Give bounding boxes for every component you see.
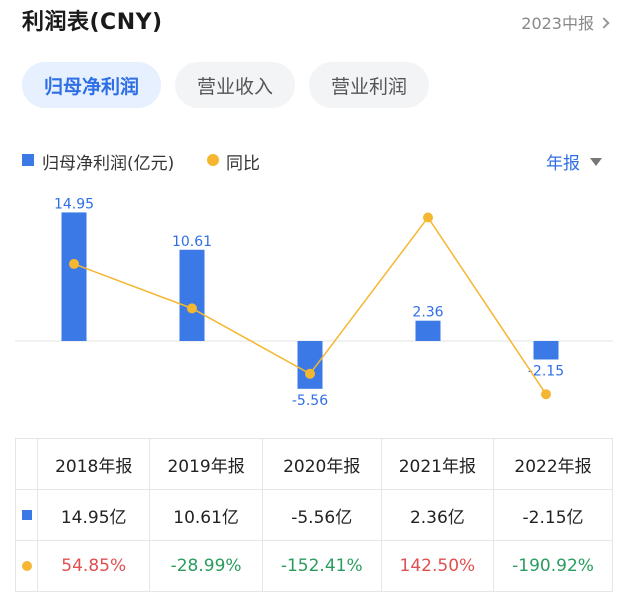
line-legend-label: 同比: [226, 154, 260, 174]
bar: [297, 341, 323, 389]
page-title: 利润表(CNY): [22, 10, 163, 35]
profit-row-marker: [15, 489, 38, 541]
line-legend-marker: [207, 154, 219, 166]
table-cell: 142.50%: [380, 540, 495, 592]
table-cell: -190.92%: [493, 540, 613, 592]
table-cell: -152.41%: [261, 540, 382, 592]
bar-value-label: -2.15: [528, 363, 564, 379]
bar-legend-marker: [22, 154, 34, 166]
bar-value-label: 2.36: [412, 305, 443, 321]
yoy-point: [187, 303, 197, 314]
dot-icon: [21, 561, 32, 571]
table-row-profit: 14.95亿 10.61亿 -5.56亿 2.36亿 -2.15亿: [15, 489, 613, 541]
bar: [533, 341, 559, 360]
data-table: 2018年报 2019年报 2020年报 2021年报 2022年报 14.95…: [15, 438, 613, 592]
bar: [415, 320, 441, 341]
bar-value-label: 10.61: [172, 234, 212, 250]
table-row-yoy: 54.85% -28.99% -152.41% 142.50% -190.92%: [15, 540, 613, 592]
table-cell: 10.61亿: [149, 489, 263, 541]
bar-legend-label: 归母净利润(亿元): [42, 154, 175, 174]
report-type-label: 年报: [546, 154, 580, 174]
tab-net-profit[interactable]: 归母净利润: [22, 62, 162, 108]
table-cell: -2.15亿: [493, 489, 613, 541]
bar-value-label: -5.56: [292, 393, 328, 409]
profit-chart: 14.95 10.61 -5.56 2.36 -2.15: [15, 196, 613, 409]
table-cell: 2.36亿: [380, 489, 495, 541]
period-label: 2023中报: [521, 14, 594, 33]
table-header-cell: 2019年报: [149, 438, 263, 490]
table-header-row: 2018年报 2019年报 2020年报 2021年报 2022年报: [15, 438, 613, 490]
report-type-dropdown[interactable]: 年报: [546, 149, 602, 174]
metric-tabs: 归母净利润 营业收入 营业利润: [22, 62, 430, 108]
yoy-point: [69, 258, 79, 269]
table-cell: 14.95亿: [36, 489, 151, 541]
period-selector[interactable]: 2023中报: [521, 10, 610, 34]
bar-value-label: 14.95: [54, 196, 94, 212]
chevron-right-icon: [598, 16, 610, 29]
yoy-point: [541, 389, 551, 400]
table-header-cell: 2018年报: [36, 438, 151, 490]
tab-revenue[interactable]: 营业收入: [175, 62, 296, 108]
table-header-cell: 2022年报: [493, 438, 613, 490]
chart-legend: 归母净利润(亿元) 同比 年报: [22, 148, 612, 174]
table-corner-cell: [15, 438, 38, 490]
bar: [61, 212, 87, 341]
table-header-cell: 2021年报: [380, 438, 495, 490]
bar-square-icon: [21, 510, 32, 520]
table-header-cell: 2020年报: [261, 438, 382, 490]
table-cell: -28.99%: [149, 540, 263, 592]
bar: [179, 249, 205, 341]
yoy-point: [423, 212, 433, 223]
tab-operating-profit[interactable]: 营业利润: [309, 62, 430, 108]
yoy-point: [305, 368, 315, 379]
table-cell: 54.85%: [36, 540, 151, 592]
yoy-row-marker: [15, 540, 38, 592]
table-cell: -5.56亿: [261, 489, 382, 541]
caret-down-icon: [590, 157, 602, 166]
header: 利润表(CNY) 2023中报: [22, 0, 612, 40]
